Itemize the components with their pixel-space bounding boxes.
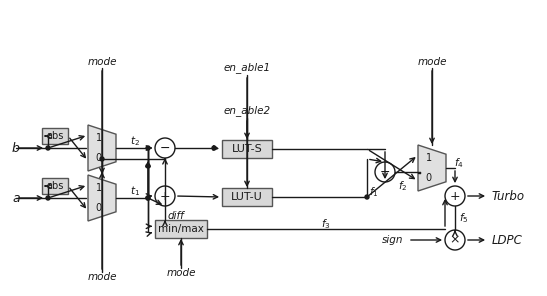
Bar — [222, 140, 272, 158]
Text: $t_2$: $t_2$ — [130, 134, 140, 148]
Bar — [222, 188, 272, 206]
Bar — [42, 178, 68, 194]
Circle shape — [46, 196, 50, 200]
Text: mode: mode — [88, 57, 117, 67]
Text: $f_5$: $f_5$ — [459, 211, 469, 225]
Bar — [42, 128, 68, 144]
Polygon shape — [88, 175, 116, 221]
Text: mode: mode — [166, 268, 196, 278]
Text: $t_1$: $t_1$ — [130, 184, 140, 198]
Text: −: − — [160, 141, 170, 155]
Text: +: + — [160, 189, 170, 202]
Text: en_able1: en_able1 — [223, 62, 271, 73]
Text: 1: 1 — [96, 133, 102, 143]
Polygon shape — [88, 125, 116, 171]
Circle shape — [46, 146, 50, 150]
Text: 1: 1 — [426, 153, 432, 163]
Text: 0: 0 — [96, 203, 102, 213]
Text: 0: 0 — [426, 173, 432, 183]
Text: 0: 0 — [96, 153, 102, 163]
Text: LUT-S: LUT-S — [231, 144, 263, 154]
Text: LUT-U: LUT-U — [231, 192, 263, 202]
Circle shape — [146, 196, 150, 200]
Text: $f_3$: $f_3$ — [321, 217, 331, 231]
Text: mode: mode — [417, 57, 447, 67]
Circle shape — [146, 196, 150, 200]
Text: $f_2$: $f_2$ — [398, 179, 408, 193]
Text: −: − — [380, 165, 390, 178]
Text: LDPC: LDPC — [492, 234, 523, 247]
Text: abs: abs — [46, 181, 63, 191]
Text: $f_4$: $f_4$ — [454, 156, 464, 170]
Text: b: b — [12, 141, 20, 155]
Polygon shape — [418, 145, 446, 191]
Text: a: a — [12, 192, 20, 205]
Text: mode: mode — [88, 272, 117, 282]
Text: diff: diff — [168, 211, 185, 221]
Text: abs: abs — [46, 131, 63, 141]
Text: en_able2: en_able2 — [223, 106, 271, 116]
Text: $f_1$: $f_1$ — [369, 185, 379, 199]
Bar — [155, 220, 207, 238]
Text: ×: × — [450, 234, 460, 247]
Circle shape — [100, 157, 104, 161]
Circle shape — [365, 195, 369, 199]
Text: Turbo: Turbo — [492, 189, 525, 202]
Circle shape — [146, 146, 150, 150]
Circle shape — [146, 164, 150, 168]
Text: min/max: min/max — [158, 224, 204, 234]
Circle shape — [212, 146, 216, 150]
Text: sign: sign — [381, 235, 403, 245]
Text: +: + — [450, 189, 461, 202]
Text: 1: 1 — [96, 183, 102, 193]
